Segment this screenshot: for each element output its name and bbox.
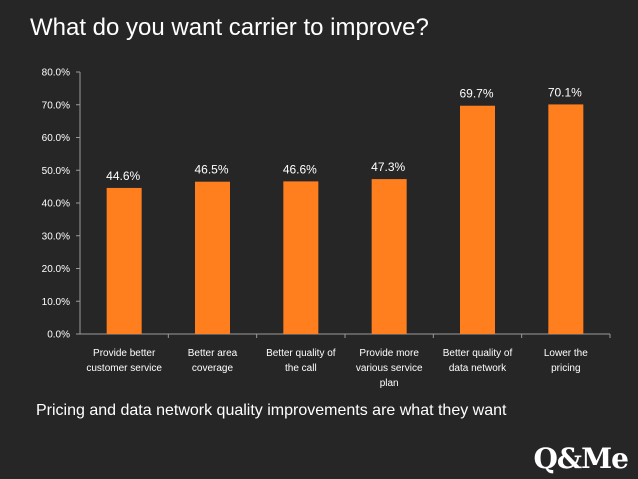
x-tick-label: Better quality of the call bbox=[266, 348, 336, 374]
chart-caption: Pricing and data network quality improve… bbox=[36, 402, 507, 419]
x-tick-label: Provide better customer service bbox=[86, 348, 162, 374]
bar bbox=[195, 181, 230, 334]
y-tick-label: 40.0% bbox=[42, 199, 70, 210]
data-label: 70.1% bbox=[548, 85, 582, 99]
data-label: 46.5% bbox=[194, 163, 228, 177]
bar bbox=[460, 105, 495, 334]
bar bbox=[548, 104, 584, 334]
x-tick-label: Better quality of data network bbox=[443, 348, 513, 374]
y-tick-label: 50.0% bbox=[42, 166, 70, 177]
y-tick-label: 0.0% bbox=[47, 330, 70, 341]
y-tick-label: 20.0% bbox=[42, 264, 70, 275]
bar bbox=[371, 179, 407, 334]
data-label: 44.6% bbox=[106, 169, 140, 183]
y-tick-label: 10.0% bbox=[42, 297, 70, 308]
y-tick-label: 30.0% bbox=[42, 231, 70, 242]
bar bbox=[106, 187, 142, 334]
y-tick-label: 80.0% bbox=[42, 68, 70, 79]
bar bbox=[283, 181, 319, 334]
x-tick-label: Better area coverage bbox=[188, 348, 238, 374]
data-label: 46.6% bbox=[283, 162, 317, 176]
x-tick-label: Provide more various service plan bbox=[356, 348, 423, 389]
data-label: 69.7% bbox=[459, 87, 493, 101]
data-label: 47.3% bbox=[371, 160, 405, 174]
page-title: What do you want carrier to improve? bbox=[30, 14, 429, 41]
x-tick-label: Lower the pricing bbox=[544, 348, 588, 374]
y-tick-label: 60.0% bbox=[42, 133, 70, 144]
brand-logo: Q&Me bbox=[533, 442, 629, 475]
y-tick-label: 70.0% bbox=[42, 100, 70, 111]
